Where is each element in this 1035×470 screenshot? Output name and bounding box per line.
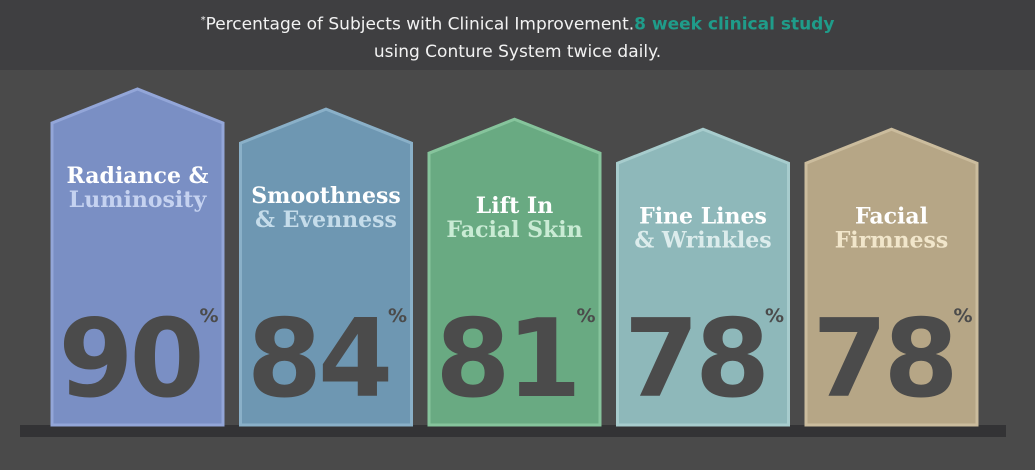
bar <box>804 127 979 427</box>
chart-shelf <box>20 425 1006 437</box>
category-label-line1: Radiance & <box>67 163 209 189</box>
bar-group-4: Fine Lines& Wrinkles 78% <box>616 127 790 427</box>
category-label-line1: Facial <box>855 203 928 229</box>
category-label-line2: & Wrinkles <box>634 227 771 253</box>
category-label-line1: Lift In <box>476 193 553 219</box>
category-label-line2: Firmness <box>835 227 949 253</box>
bar <box>50 87 225 427</box>
bar <box>427 117 602 427</box>
category-label-line1: Smoothness <box>251 183 400 209</box>
category-label-line1: Fine Lines <box>639 203 767 229</box>
bar-group-1: Radiance &Luminosity 90% <box>50 87 225 427</box>
chart-header: *Percentage of Subjects with Clinical Im… <box>0 0 1035 70</box>
bar-group-2: Smoothness& Evenness 84% <box>239 107 413 427</box>
value-label: 78 <box>812 297 954 422</box>
percent-sign: % <box>765 305 784 327</box>
footnote-asterisk: * <box>200 15 206 26</box>
percent-sign: % <box>576 305 595 327</box>
category-label-line2: Facial Skin <box>446 217 582 243</box>
value-label: 90 <box>58 297 200 422</box>
value-label: 78 <box>624 297 766 422</box>
value-label: 81 <box>435 297 577 422</box>
percent-sign: % <box>953 305 972 327</box>
header-text: Percentage of Subjects with Clinical Imp… <box>205 14 635 35</box>
bar <box>239 107 413 427</box>
category-label-line2: Luminosity <box>69 187 208 213</box>
value-label: 84 <box>247 297 389 422</box>
header-line-2: using Conture System twice daily. <box>373 42 662 62</box>
header-line-1: *Percentage of Subjects with Clinical Im… <box>0 8 1035 38</box>
percent-sign: % <box>199 305 218 327</box>
percent-sign: % <box>388 305 407 327</box>
category-label-line2: & Evenness <box>255 207 397 233</box>
header-accent-text: 8 week clinical study <box>634 14 835 35</box>
bar <box>616 127 790 427</box>
